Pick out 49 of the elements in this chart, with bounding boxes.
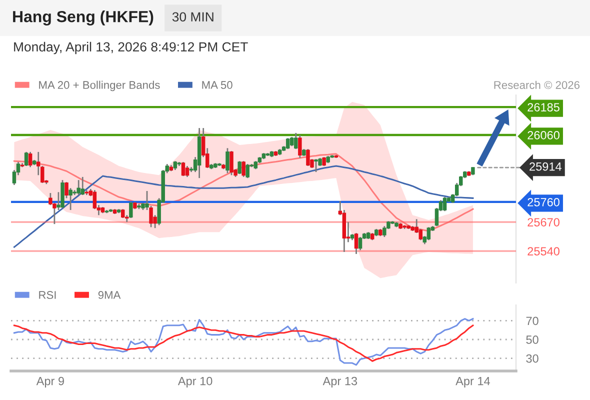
y-tick-label: 30: [526, 354, 538, 363]
candlestick: [354, 232, 358, 255]
candlestick: [226, 147, 230, 174]
text: Research © 2026: [494, 80, 580, 89]
candlestick: [242, 160, 246, 178]
y-tick-label: 25670: [528, 218, 560, 226]
line-series: [13, 324, 474, 362]
candlestick: [68, 187, 72, 211]
candlestick: [442, 196, 447, 212]
x-tick-label: Apr 13: [322, 376, 358, 388]
text: 25914: [530, 162, 562, 171]
candlestick: [290, 136, 294, 147]
y-tick-label: 25760: [528, 198, 560, 206]
x-tick-label: Apr 14: [456, 376, 490, 388]
x-tick-label: Apr 10: [178, 376, 212, 388]
candlestick: [28, 151, 32, 168]
y-tick-label: 50: [526, 336, 538, 344]
y-tick-label: 70: [526, 316, 538, 326]
candlestick: [298, 134, 302, 159]
legend-label: 9MA: [98, 291, 121, 299]
y-tick-label: 26060: [528, 131, 560, 140]
candlestick: [230, 150, 234, 176]
x-tick-label: Apr 9: [36, 376, 64, 388]
candlestick: [382, 225, 386, 238]
candlestick: [286, 137, 290, 150]
candlestick: [76, 179, 80, 196]
y-tick-label: 25540: [528, 247, 560, 256]
chart-title: Hang Seng (HKFE): [13, 10, 154, 26]
candlestick: [24, 151, 28, 167]
candlestick: [129, 201, 133, 219]
chart-subtitle: Monday, April 13, 2026 8:49:12 PM CET: [14, 42, 248, 54]
candlestick: [238, 160, 242, 175]
candlestick: [181, 161, 186, 177]
line-series: [13, 153, 474, 232]
candlestick: [80, 176, 84, 196]
candlestick: [314, 158, 318, 173]
candlestick: [185, 165, 190, 178]
candlestick: [426, 226, 431, 241]
legend-label: MA 20 + Bollinger Bands: [39, 80, 160, 92]
y-tick-label: 26185: [528, 103, 560, 112]
text: 30 MIN: [172, 12, 214, 22]
line-series: [13, 318, 474, 366]
legend-label: RSI: [39, 291, 56, 299]
candlestick: [294, 132, 298, 150]
legend-label: MA 50: [202, 81, 232, 89]
line-series: [13, 165, 474, 248]
candlestick: [358, 236, 362, 251]
candlestick: [246, 163, 250, 179]
candlestick: [306, 148, 310, 167]
